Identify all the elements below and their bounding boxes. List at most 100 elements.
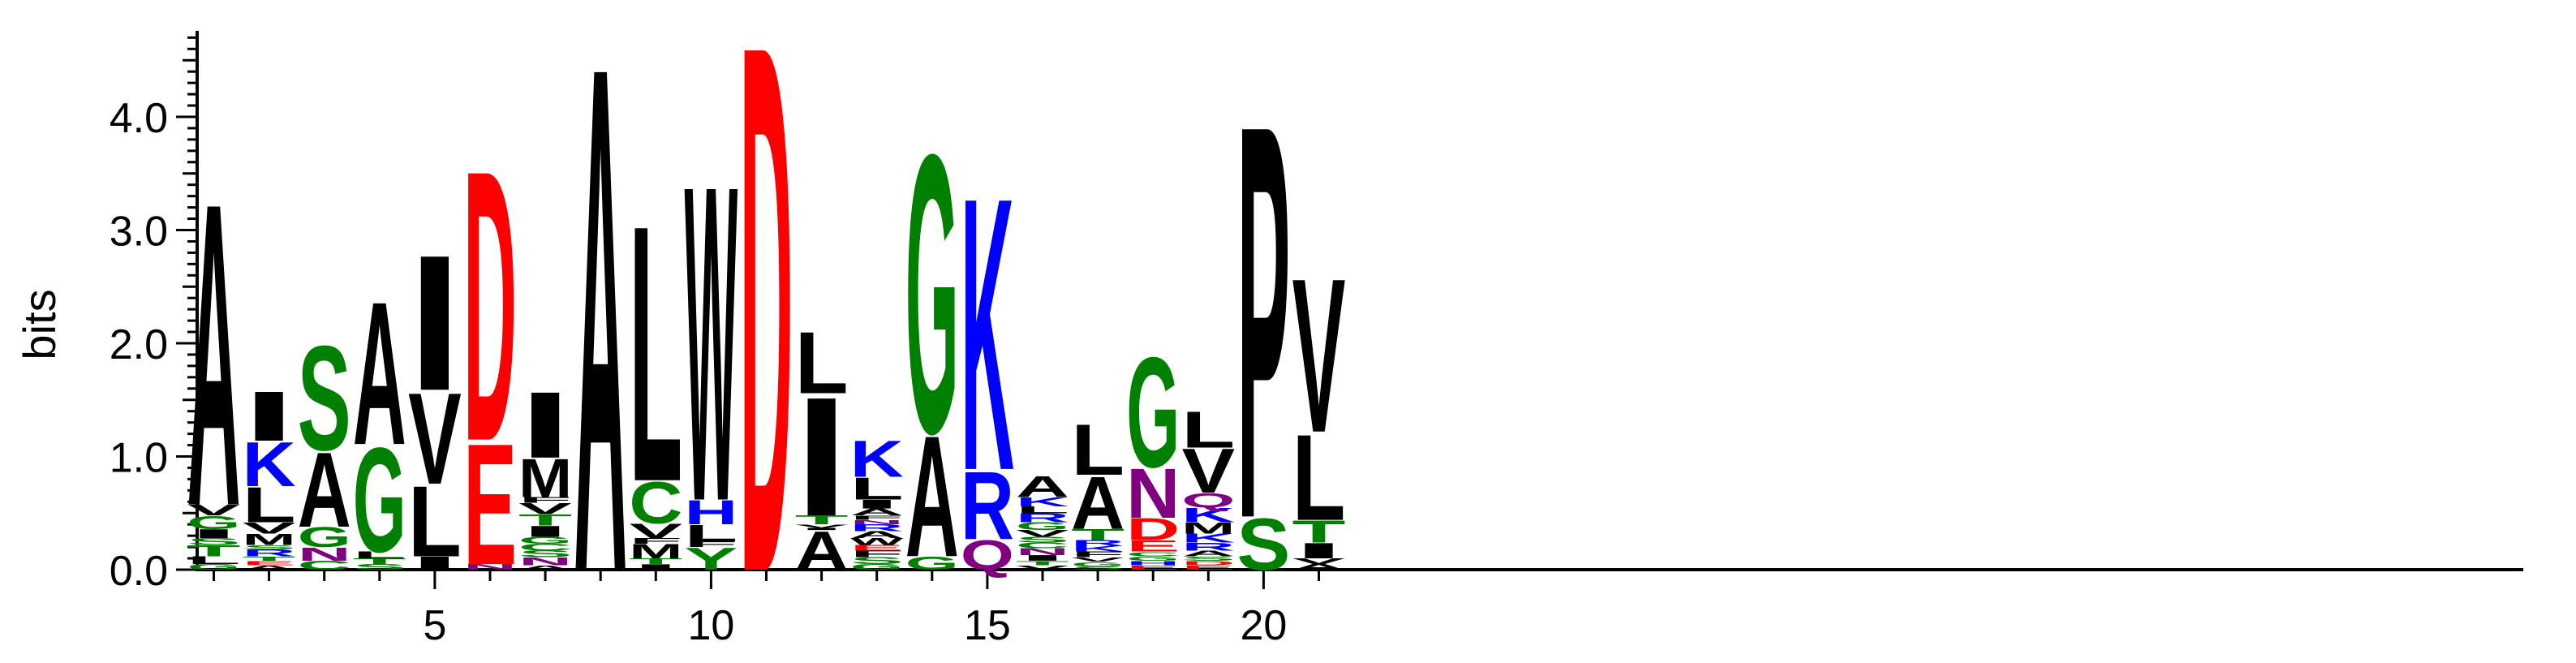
residue-R: R xyxy=(1071,539,1125,548)
residue-S: S xyxy=(1071,566,1125,570)
residue-L: L xyxy=(1292,409,1346,546)
residue-L: L xyxy=(353,550,406,561)
residue-V: V xyxy=(408,366,462,512)
residue-S: S xyxy=(850,555,904,566)
residue-R: R xyxy=(1181,540,1235,553)
residue-W: W xyxy=(850,536,904,547)
residue-C: C xyxy=(629,469,682,536)
y-tick-label: 3.0 xyxy=(110,209,168,256)
residue-F: F xyxy=(850,549,904,559)
residue-A: A xyxy=(850,507,904,518)
residue-L: L xyxy=(795,313,849,411)
x-tick-label: 20 xyxy=(1240,602,1287,649)
residue-L: L xyxy=(1181,401,1235,459)
residue-S: S xyxy=(1236,504,1290,587)
residue-E: E xyxy=(243,559,296,566)
residue-H: H xyxy=(684,493,738,532)
residue-Q: Q xyxy=(961,531,1014,579)
stack-position-11: D xyxy=(740,0,793,663)
residue-K: K xyxy=(1181,504,1235,527)
residue-M: M xyxy=(243,531,296,549)
residue-G: G xyxy=(905,553,959,574)
residue-P: P xyxy=(1236,7,1290,635)
residue-K: K xyxy=(1181,532,1235,545)
residue-D: D xyxy=(1181,559,1235,566)
residue-T: T xyxy=(187,542,241,559)
residue-V: V xyxy=(1016,564,1069,571)
residue-E: E xyxy=(1181,564,1235,571)
residue-I: I xyxy=(187,527,241,540)
residue-L: L xyxy=(1016,505,1069,515)
residue-G: G xyxy=(518,535,572,545)
residue-I: I xyxy=(1016,553,1069,562)
y-tick-label: 0.0 xyxy=(110,548,168,595)
residue-A: A xyxy=(187,114,240,596)
residue-T: T xyxy=(629,557,682,566)
residue-I: I xyxy=(518,372,572,478)
y-tick-label: 1.0 xyxy=(110,435,168,482)
residue-V: V xyxy=(1292,557,1346,566)
residue-A: A xyxy=(574,0,627,663)
residue-T: T xyxy=(353,557,406,566)
residue-G: G xyxy=(187,562,241,571)
residue-E: E xyxy=(463,409,517,601)
residue-S: S xyxy=(353,562,406,571)
x-tick-label: 5 xyxy=(423,602,446,649)
residue-A: A xyxy=(1016,470,1069,503)
residue-S: S xyxy=(298,315,351,482)
residue-V: V xyxy=(795,523,849,528)
residue-G: G xyxy=(1126,555,1180,562)
residue-Y: Y xyxy=(684,541,738,576)
residue-F: F xyxy=(850,514,904,522)
residue-S: S xyxy=(1181,555,1235,562)
residue-V: V xyxy=(187,502,241,519)
residue-V: V xyxy=(1071,556,1125,563)
residue-I: I xyxy=(518,523,572,540)
residue-S: S xyxy=(518,549,572,559)
residue-D: D xyxy=(1126,511,1180,547)
residue-G: G xyxy=(1071,561,1125,568)
residue-I: I xyxy=(850,497,904,511)
residue-T: T xyxy=(518,511,572,528)
residue-V: V xyxy=(629,520,682,543)
residue-L: L xyxy=(243,476,296,533)
residue-L: L xyxy=(629,149,682,558)
residue-M: M xyxy=(518,447,572,509)
residue-V: V xyxy=(1181,436,1235,506)
residue-R: R xyxy=(961,450,1014,560)
residue-I: I xyxy=(408,216,462,431)
residue-V: V xyxy=(1292,233,1346,479)
residue-G: G xyxy=(1016,520,1069,532)
residue-R: R xyxy=(1016,510,1069,524)
residue-E: E xyxy=(1126,537,1180,555)
residue-D: D xyxy=(463,89,517,522)
x-tick-label: 10 xyxy=(687,602,734,649)
residue-L: L xyxy=(408,465,462,578)
residue-A: A xyxy=(353,260,406,489)
residue-K: K xyxy=(243,428,296,499)
residue-A: A xyxy=(905,400,959,593)
residue-A: A xyxy=(850,529,904,540)
residue-A: A xyxy=(518,564,572,571)
residue-G: G xyxy=(353,417,406,583)
residue-F: F xyxy=(629,536,682,545)
residue-N: N xyxy=(1016,546,1069,557)
residue-A: A xyxy=(1181,549,1235,558)
y-tick-label: 2.0 xyxy=(110,321,168,368)
residue-C: C xyxy=(1126,550,1180,558)
residue-K: K xyxy=(961,117,1014,552)
residue-Q: Q xyxy=(1181,489,1235,512)
residue-D: D xyxy=(740,0,793,663)
residue-I: I xyxy=(795,527,849,531)
residue-G: G xyxy=(187,512,241,533)
